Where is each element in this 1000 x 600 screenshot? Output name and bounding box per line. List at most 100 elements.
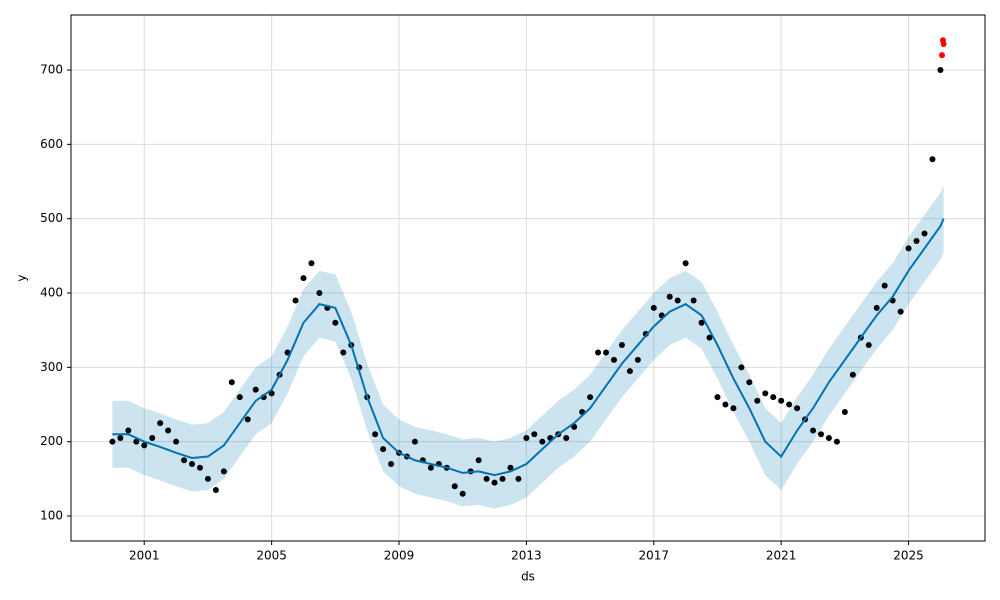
data-point xyxy=(897,308,904,315)
data-point xyxy=(204,475,211,482)
data-point xyxy=(523,434,530,441)
data-point xyxy=(451,483,458,490)
uncertainty-band xyxy=(112,185,944,509)
data-point xyxy=(634,356,641,363)
data-point xyxy=(714,394,721,401)
data-point xyxy=(499,475,506,482)
data-point xyxy=(220,468,227,475)
data-point xyxy=(181,457,188,464)
x-tick-label: 2009 xyxy=(384,549,415,563)
data-point xyxy=(770,394,777,401)
data-point xyxy=(849,371,856,378)
data-point xyxy=(940,40,947,47)
data-point xyxy=(762,390,769,397)
data-point xyxy=(388,460,395,467)
data-point xyxy=(706,334,713,341)
data-point xyxy=(786,401,793,408)
x-tick-label: 2025 xyxy=(893,549,924,563)
data-point xyxy=(778,397,785,404)
y-tick-label: 600 xyxy=(40,137,63,151)
data-point xyxy=(531,431,538,438)
data-point xyxy=(459,490,466,497)
x-axis-label: ds xyxy=(521,570,535,584)
data-point xyxy=(292,297,299,304)
data-point xyxy=(483,475,490,482)
data-point xyxy=(236,394,243,401)
data-point xyxy=(380,446,387,453)
y-axis-label: y xyxy=(15,274,29,281)
y-tick-label: 400 xyxy=(40,286,63,300)
data-point xyxy=(189,460,196,467)
data-point xyxy=(117,434,124,441)
data-point xyxy=(690,297,697,304)
data-point xyxy=(650,304,657,311)
data-point xyxy=(810,427,817,434)
plot-frame xyxy=(70,14,986,542)
data-point xyxy=(411,438,418,445)
data-point xyxy=(833,438,840,445)
data-point xyxy=(873,304,880,311)
data-point xyxy=(794,405,801,412)
data-point xyxy=(905,245,912,252)
data-point xyxy=(196,464,203,471)
data-point xyxy=(666,293,673,300)
data-point xyxy=(913,237,920,244)
y-tick-label: 100 xyxy=(40,509,63,523)
data-point xyxy=(212,487,219,494)
data-point xyxy=(939,52,946,59)
x-tick-label: 2017 xyxy=(639,549,670,563)
data-point xyxy=(618,342,625,349)
data-point xyxy=(865,342,872,349)
data-point xyxy=(610,356,617,363)
data-point xyxy=(626,368,633,375)
data-point xyxy=(698,319,705,326)
y-tick-label: 200 xyxy=(40,434,63,448)
data-point xyxy=(563,434,570,441)
data-point xyxy=(730,405,737,412)
data-point xyxy=(491,479,498,486)
data-point xyxy=(817,431,824,438)
data-point xyxy=(603,349,610,356)
data-point xyxy=(141,442,148,449)
data-point xyxy=(929,156,936,163)
x-tick-label: 2005 xyxy=(256,549,287,563)
data-point xyxy=(316,290,323,297)
data-point xyxy=(300,275,307,282)
data-point xyxy=(674,297,681,304)
x-tick-label: 2021 xyxy=(766,549,797,563)
data-point xyxy=(754,397,761,404)
data-point xyxy=(157,420,164,427)
data-point xyxy=(921,230,928,237)
data-point xyxy=(475,457,482,464)
data-point xyxy=(881,282,888,289)
data-point xyxy=(507,464,514,471)
data-point xyxy=(825,434,832,441)
data-point xyxy=(228,379,235,386)
y-tick-label: 700 xyxy=(40,63,63,77)
data-point xyxy=(149,434,156,441)
data-point xyxy=(252,386,259,393)
data-point xyxy=(340,349,347,356)
data-point xyxy=(332,319,339,326)
data-point xyxy=(125,427,132,434)
data-point xyxy=(427,464,434,471)
y-tick-label: 300 xyxy=(40,360,63,374)
data-point xyxy=(587,394,594,401)
data-point xyxy=(746,379,753,386)
data-point xyxy=(738,364,745,371)
y-tick-label: 500 xyxy=(40,211,63,225)
data-point xyxy=(372,431,379,438)
data-point xyxy=(515,475,522,482)
x-tick-label: 2013 xyxy=(511,549,542,563)
data-point xyxy=(722,401,729,408)
data-point xyxy=(937,67,944,74)
data-point xyxy=(841,408,848,415)
data-point xyxy=(539,438,546,445)
data-point xyxy=(173,438,180,445)
data-point xyxy=(244,416,251,423)
data-point xyxy=(682,260,689,267)
data-point xyxy=(308,260,315,267)
data-point xyxy=(595,349,602,356)
data-point xyxy=(165,427,172,434)
